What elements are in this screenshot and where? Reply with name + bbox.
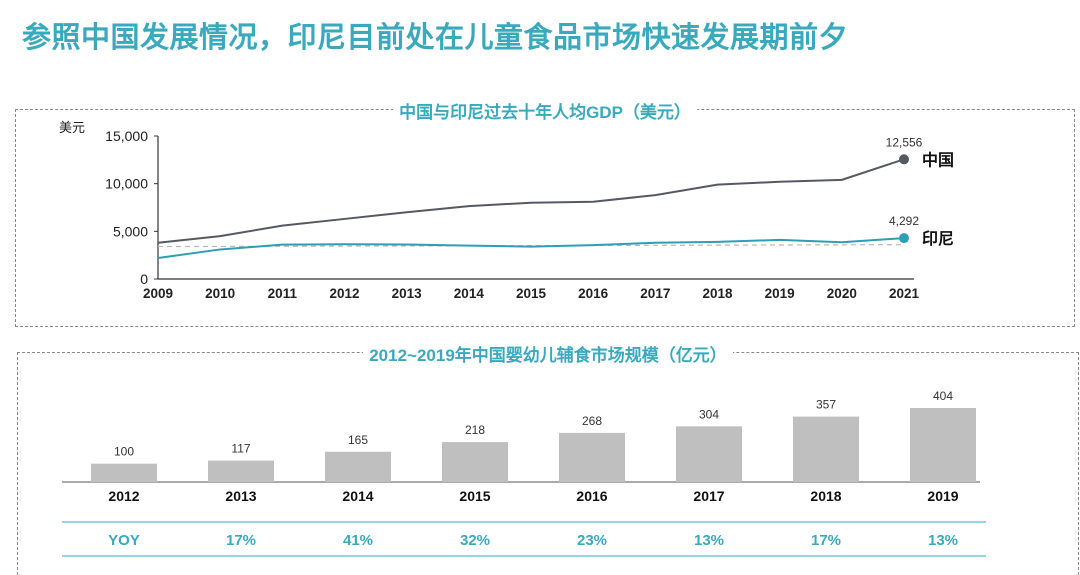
x-tick-label: 2015 bbox=[516, 286, 547, 301]
market-panel: 2012~2019年中国婴幼儿辅食市场规模（亿元） bbox=[17, 346, 1079, 575]
bar-value-label: 304 bbox=[699, 407, 719, 421]
series-end-value-china: 12,556 bbox=[886, 135, 923, 149]
yoy-value: 41% bbox=[343, 532, 373, 549]
bar bbox=[208, 460, 274, 482]
bar-category-label: 2013 bbox=[225, 488, 256, 504]
bar-value-label: 117 bbox=[231, 442, 250, 456]
x-tick-label: 2017 bbox=[640, 286, 670, 301]
x-tick-label: 2016 bbox=[578, 286, 609, 301]
bar bbox=[442, 442, 508, 482]
yoy-value: 17% bbox=[811, 532, 841, 549]
bar-value-label: 100 bbox=[114, 445, 134, 459]
market-chart-title: 2012~2019年中国婴幼儿辅食市场规模（亿元） bbox=[363, 346, 733, 365]
bar-value-label: 218 bbox=[465, 423, 485, 437]
x-tick-label: 2021 bbox=[889, 286, 920, 301]
x-tick-label: 2018 bbox=[702, 286, 733, 301]
series-end-value-indonesia: 4,292 bbox=[889, 214, 919, 228]
y-tick-label: 10,000 bbox=[105, 176, 148, 192]
series-end-point-indonesia bbox=[899, 233, 909, 244]
gdp-chart-title: 中国与印尼过去十年人均GDP（美元） bbox=[393, 103, 697, 122]
bar-category-label: 2015 bbox=[459, 488, 490, 504]
gdp-panel: 中国与印尼过去十年人均GDP（美元） bbox=[15, 103, 1075, 327]
yoy-value: 13% bbox=[694, 532, 724, 549]
bar-category-label: 2014 bbox=[342, 488, 373, 504]
yoy-value: 32% bbox=[460, 532, 490, 549]
bar bbox=[910, 408, 976, 482]
bar bbox=[91, 463, 157, 482]
y-tick-label: 15,000 bbox=[105, 128, 148, 144]
x-tick-label: 2020 bbox=[827, 286, 857, 301]
y-tick-label: 0 bbox=[140, 271, 148, 287]
x-tick-label: 2009 bbox=[143, 286, 173, 301]
bar-category-label: 2019 bbox=[927, 488, 958, 504]
bar-category-label: 2018 bbox=[810, 488, 841, 504]
page-title: 参照中国发展情况，印尼目前处在儿童食品市场快速发展期前夕 bbox=[22, 22, 849, 54]
bar-value-label: 404 bbox=[933, 389, 953, 403]
series-end-point-china bbox=[899, 154, 909, 165]
bar-category-label: 2012 bbox=[108, 488, 139, 504]
bar bbox=[559, 432, 625, 482]
x-tick-label: 2014 bbox=[454, 286, 485, 301]
y-tick-label: 5,000 bbox=[113, 223, 148, 239]
x-tick-label: 2019 bbox=[765, 286, 795, 301]
bar-value-label: 165 bbox=[348, 433, 368, 447]
series-line-indonesia bbox=[157, 237, 905, 260]
x-tick-label: 2010 bbox=[205, 286, 235, 301]
yoy-value: 13% bbox=[928, 532, 958, 549]
yoy-label: YOY bbox=[108, 532, 140, 549]
x-tick-label: 2013 bbox=[392, 286, 423, 301]
series-name-china: 中国 bbox=[922, 150, 954, 169]
y-axis-unit: 美元 bbox=[59, 120, 85, 135]
bar bbox=[325, 451, 391, 482]
x-tick-label: 2011 bbox=[268, 286, 298, 301]
bar-value-label: 268 bbox=[582, 414, 602, 428]
bar-value-label: 357 bbox=[816, 398, 836, 412]
series-name-indonesia: 印尼 bbox=[922, 230, 954, 248]
bar-category-label: 2017 bbox=[693, 488, 724, 504]
bar bbox=[793, 416, 859, 482]
bar-category-label: 2016 bbox=[576, 488, 607, 504]
yoy-value: 17% bbox=[226, 532, 256, 549]
x-tick-label: 2012 bbox=[329, 286, 359, 301]
series-line-china bbox=[157, 158, 905, 244]
yoy-value: 23% bbox=[577, 532, 607, 549]
bar bbox=[676, 426, 742, 482]
